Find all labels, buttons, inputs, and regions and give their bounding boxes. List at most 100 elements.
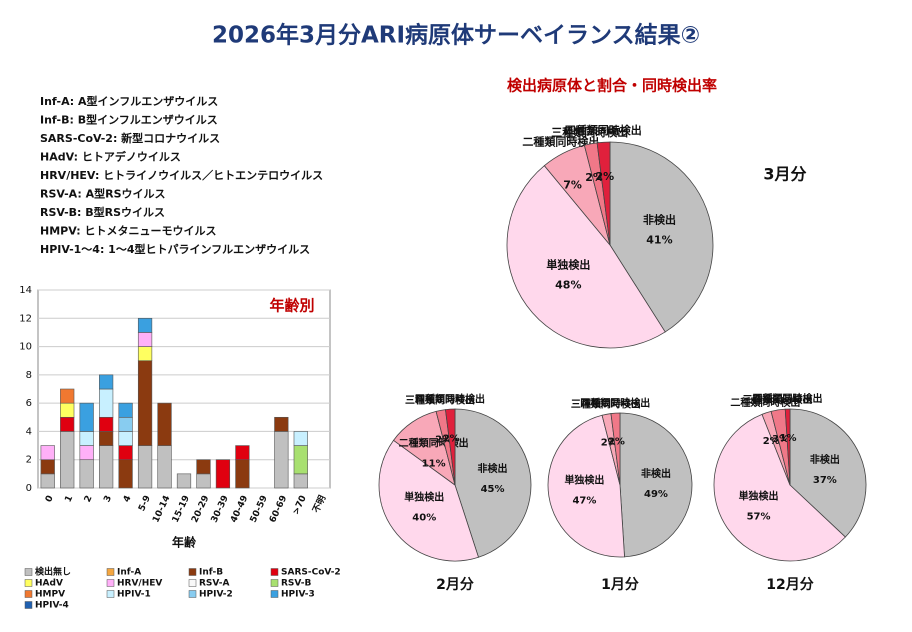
pie-slice	[378, 439, 479, 562]
bar-segment	[40, 473, 55, 489]
legend-label: HRV/HEV	[117, 579, 162, 589]
slice-value: 2%	[608, 437, 625, 448]
slice-label: 三種類同時検出	[743, 393, 813, 406]
slice-label: 四種類同時検出	[580, 397, 650, 410]
bar-segment	[215, 459, 231, 489]
x-tick-label: 15-19	[171, 494, 192, 524]
legend-swatch	[188, 590, 197, 598]
slice-label: 単独検出	[404, 490, 444, 503]
pie-slice	[610, 412, 621, 486]
slice-label: 四種類同時検出	[565, 123, 642, 137]
bar-segment	[60, 402, 75, 418]
bar-segment	[176, 473, 192, 489]
x-tick-label: 1	[63, 494, 75, 504]
bar-segment	[235, 459, 250, 489]
bar-segment	[60, 431, 75, 489]
annotation: 年齢別	[269, 297, 314, 315]
legend-swatch	[24, 579, 33, 587]
bar-segment	[118, 431, 133, 446]
abbreviation: Inf-A: A型インフルエンザウイルス	[40, 94, 218, 108]
bar-segment	[293, 445, 308, 475]
y-tick-label: 8	[26, 370, 32, 381]
legend-label: RSV-B	[281, 579, 311, 589]
bar-segment	[137, 332, 153, 347]
y-tick-label: 12	[19, 313, 32, 324]
bar-segment	[40, 445, 55, 461]
slice-label: 非検出	[810, 453, 840, 466]
bar-segment	[79, 445, 94, 461]
x-tick-label: 10-14	[151, 494, 172, 524]
bar-segment	[99, 416, 114, 432]
slice-value: 3%	[772, 434, 789, 445]
bar-segment	[99, 445, 114, 489]
legend-label: Inf-A	[117, 568, 141, 578]
x-axis-label: 年齢	[172, 535, 197, 550]
pie-slice	[445, 408, 456, 486]
pie-slice	[789, 408, 867, 538]
bar-segment	[293, 473, 308, 489]
slice-label: 単独検出	[546, 257, 590, 271]
legend-swatch	[106, 568, 115, 576]
x-tick-label: 4	[122, 494, 134, 504]
legend-swatch	[24, 601, 33, 609]
x-tick-label: 2	[83, 494, 95, 504]
bar-segment	[293, 431, 308, 446]
slice-label: 単独検出	[739, 489, 779, 502]
slice-value: 11%	[422, 459, 446, 470]
x-tick-label: 60-69	[268, 494, 289, 524]
y-tick-label: 0	[26, 483, 32, 494]
pie-slice	[454, 408, 532, 558]
legend-swatch	[106, 579, 115, 587]
pie-slice	[547, 414, 625, 558]
slice-value: 41%	[646, 234, 672, 247]
bar-segment	[157, 402, 172, 446]
pie-slice	[506, 165, 666, 349]
bar-segment	[137, 346, 153, 362]
bar-segment	[118, 445, 133, 461]
slice-value: 2%	[601, 437, 618, 448]
x-tick-label: 50-59	[249, 494, 270, 524]
legend-swatch	[106, 590, 115, 598]
pie-title: 2月分	[436, 577, 474, 593]
pie-slice	[596, 141, 611, 246]
bar-segment	[274, 431, 289, 489]
x-tick-label: >70	[291, 494, 309, 516]
bar-segment	[137, 317, 153, 333]
slice-value: 47%	[572, 496, 596, 507]
legend-swatch	[270, 590, 279, 598]
legend-label: HPIV-3	[281, 590, 315, 600]
slice-value: 2%	[763, 436, 780, 447]
abbreviation: Inf-B: B型インフルエンザウイルス	[40, 113, 218, 127]
bar-segment	[118, 459, 133, 489]
y-tick-label: 4	[26, 426, 32, 437]
slice-label: 四種類同時検出	[752, 392, 822, 405]
x-tick-label: 不明	[311, 494, 329, 515]
pie-slice	[609, 141, 714, 333]
y-tick-label: 10	[19, 342, 32, 353]
bar-segment	[235, 445, 250, 461]
slice-value: 2%	[443, 433, 460, 444]
legend-swatch	[270, 579, 279, 587]
legend-label: HPIV-1	[117, 590, 151, 600]
legend-label: HPIV-4	[35, 601, 69, 611]
bar-segment	[137, 445, 153, 489]
slice-value: 45%	[481, 484, 505, 495]
y-tick-label: 14	[19, 285, 32, 296]
slice-label: 三種類同時検出	[551, 125, 628, 139]
slice-label: 四種類同時検出	[415, 392, 485, 405]
bar-segment	[196, 473, 211, 489]
bar-segment	[137, 360, 153, 446]
bar-segment	[99, 374, 114, 390]
x-tick-label: 20-29	[190, 494, 211, 524]
slice-label: 二種類同時検出	[730, 396, 800, 409]
legend-label: SARS-CoV-2	[281, 568, 341, 578]
bar-segment	[196, 459, 211, 475]
slice-value: 40%	[412, 512, 436, 523]
pie-slice	[713, 413, 846, 562]
legend-label: HPIV-2	[199, 590, 233, 600]
x-tick-label: 0	[44, 494, 56, 504]
pie-slice	[784, 408, 791, 486]
legend-swatch	[188, 579, 197, 587]
slice-label: 単独検出	[564, 474, 604, 487]
